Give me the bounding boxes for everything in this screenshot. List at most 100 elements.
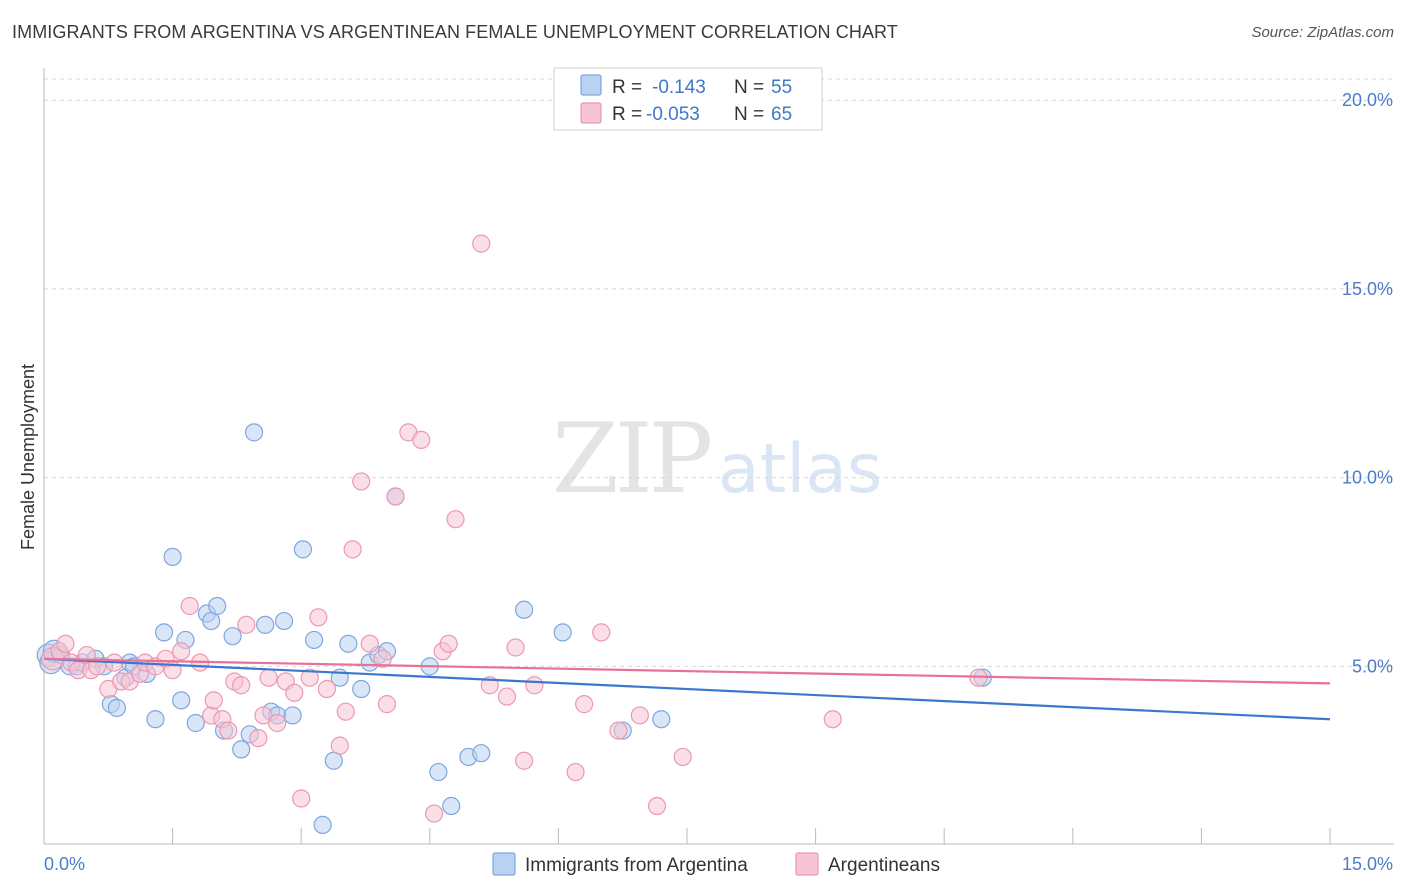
point-blue (324, 751, 343, 770)
point-pink (439, 634, 458, 653)
point-pink (506, 638, 525, 657)
legend-r-value-pink: -0.053 (646, 104, 700, 125)
point-blue (339, 634, 358, 653)
point-pink (309, 608, 328, 627)
point-blue (232, 740, 251, 759)
point-pink (172, 642, 191, 661)
point-pink (292, 789, 311, 808)
data-points (36, 234, 992, 835)
point-pink (300, 668, 319, 687)
point-pink (259, 668, 278, 687)
point-pink (566, 762, 585, 782)
chart-source: Source: ZipAtlas.com (1251, 24, 1394, 41)
point-blue (223, 627, 242, 646)
x-tick-label: 0.0% (44, 854, 85, 874)
watermark: ZIP atlas (552, 403, 882, 515)
y-tick-labels: 5.0% 10.0% 15.0% 20.0% (1342, 90, 1393, 676)
series-legend: Immigrants from Argentina Argentineans (492, 852, 940, 876)
point-blue (154, 623, 174, 642)
gridlines (44, 78, 1394, 667)
point-pink (336, 702, 355, 721)
point-blue (283, 706, 302, 725)
point-blue (553, 623, 572, 642)
bottom-legend-swatch-pink (795, 852, 819, 876)
chart-title: IMMIGRANTS FROM ARGENTINA VS ARGENTINEAN… (12, 22, 898, 42)
point-blue (208, 596, 227, 616)
bottom-legend-swatch-blue (492, 852, 516, 876)
point-blue (244, 423, 264, 442)
point-pink (56, 634, 75, 653)
point-pink (515, 751, 534, 770)
trendline-pink (43, 657, 1331, 685)
point-pink (352, 472, 371, 491)
point-blue (304, 630, 324, 650)
point-pink (424, 804, 444, 823)
point-pink (285, 683, 304, 702)
point-blue (515, 600, 534, 619)
point-pink (343, 540, 362, 559)
point-pink (609, 721, 628, 740)
correlation-legend: R = -0.143 N = 55 R = -0.053 N = 65 (553, 67, 823, 131)
legend-swatch-pink (580, 102, 602, 124)
point-blue (652, 710, 671, 729)
point-blue (274, 611, 294, 631)
bottom-legend-label-blue: Immigrants from Argentina (525, 855, 748, 876)
trendlines (43, 657, 1331, 721)
watermark-atlas: atlas (718, 430, 882, 509)
legend-r-label-blue: R = (612, 77, 642, 98)
watermark-zip: ZIP (552, 403, 711, 515)
point-blue (163, 547, 182, 567)
legend-n-value-blue: 55 (771, 77, 792, 98)
bottom-legend-label-pink: Argentineans (828, 855, 940, 876)
legend-r-value-blue: -0.143 (652, 77, 706, 98)
axes (43, 68, 1394, 845)
legend-n-value-pink: 65 (771, 104, 792, 125)
point-pink (472, 234, 491, 253)
legend-swatch-blue (580, 74, 602, 96)
point-blue (429, 762, 448, 782)
point-pink (317, 679, 337, 699)
point-pink (497, 687, 517, 706)
series-pink (40, 234, 988, 823)
point-blue (202, 611, 221, 631)
legend-n-label-blue: N = (734, 77, 764, 98)
point-blue (442, 796, 461, 816)
point-pink (575, 695, 594, 714)
point-pink (525, 676, 544, 695)
point-pink (446, 510, 465, 529)
point-pink (592, 623, 611, 642)
point-pink (630, 706, 649, 725)
x-tick-labels: 0.0% 15.0% (44, 854, 1393, 874)
point-pink (373, 649, 392, 668)
point-pink (268, 713, 287, 733)
point-pink (219, 721, 238, 740)
point-blue (172, 691, 191, 710)
point-pink (673, 747, 692, 767)
point-pink (237, 615, 256, 634)
y-tick-label: 5.0% (1352, 656, 1393, 676)
point-pink (254, 706, 273, 725)
y-tick-label: 20.0% (1342, 90, 1393, 110)
point-pink (386, 487, 405, 506)
point-pink (377, 695, 397, 714)
y-axis-title: Female Unemployment (18, 364, 38, 550)
point-blue (352, 679, 371, 699)
point-pink (330, 736, 349, 755)
point-pink (180, 596, 199, 616)
point-blue (472, 744, 491, 763)
trendline-blue (43, 657, 1331, 721)
legend-r-label-pink: R = (612, 104, 642, 125)
point-blue (256, 615, 275, 634)
point-pink (204, 691, 223, 710)
point-blue (107, 698, 126, 717)
y-tick-label: 10.0% (1342, 468, 1393, 488)
point-blue (146, 710, 165, 729)
legend-n-label-pink: N = (734, 104, 764, 125)
point-pink (412, 430, 431, 450)
point-pink (823, 710, 842, 729)
point-blue (293, 540, 313, 559)
y-tick-label: 15.0% (1342, 279, 1393, 299)
point-pink (249, 728, 268, 748)
x-tick-label: 15.0% (1342, 854, 1393, 874)
